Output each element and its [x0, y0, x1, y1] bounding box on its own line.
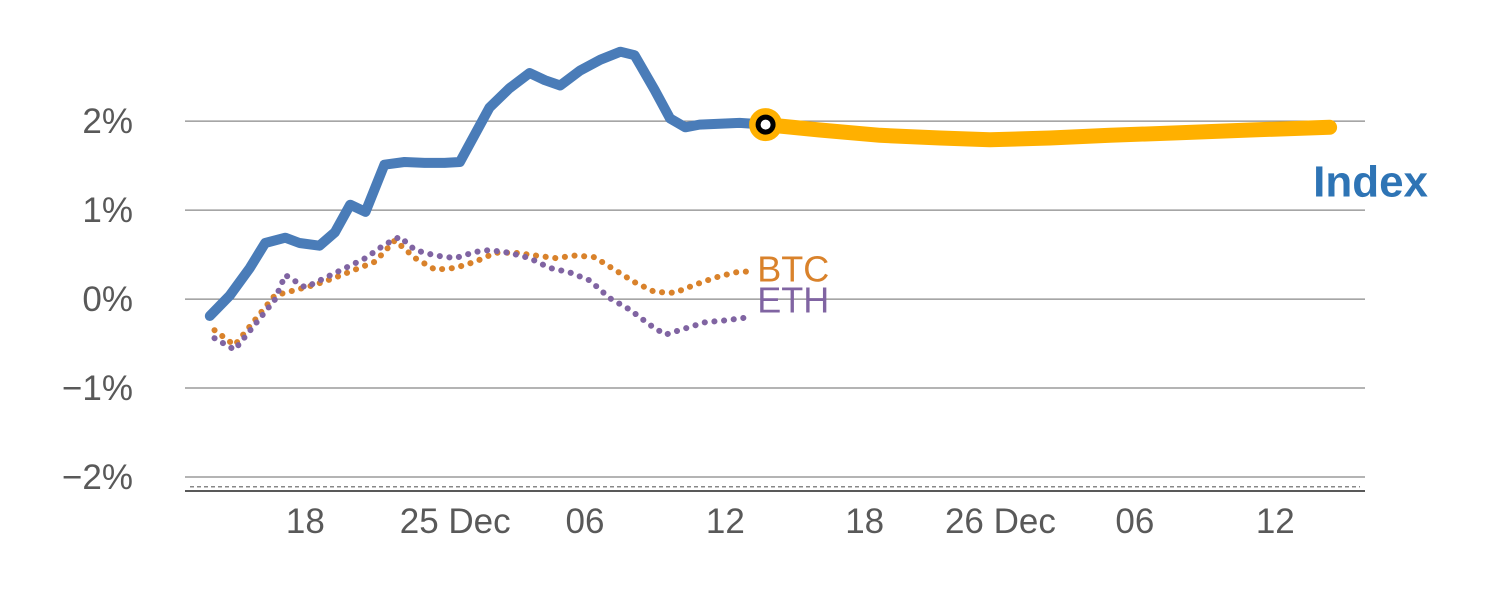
y-tick-label: 2% — [82, 102, 133, 141]
x-tick-label: 12 — [706, 502, 745, 541]
x-tick-label: 18 — [286, 502, 325, 541]
y-tick-label: −2% — [62, 458, 133, 497]
series-label-btc: BTC — [757, 248, 829, 289]
x-tick-label: 06 — [566, 502, 605, 541]
series-line-index-history — [204, 46, 771, 321]
y-tick-label: 1% — [82, 191, 133, 230]
series-label-index: Index — [1313, 158, 1428, 207]
series-line-btc — [211, 237, 751, 349]
x-tick-label: 26 Dec — [945, 502, 1056, 541]
forecast-start-marker — [755, 114, 776, 135]
series-label-eth: ETH — [757, 279, 829, 320]
forecast-start-marker-ring — [749, 108, 783, 142]
x-tick-label: 18 — [845, 502, 884, 541]
y-tick-label: −1% — [62, 369, 133, 408]
series-line-eth — [211, 233, 749, 353]
x-tick-label: 12 — [1256, 502, 1295, 541]
series-line-index-forecast — [758, 117, 1338, 148]
x-tick-label: 25 Dec — [400, 502, 511, 541]
x-tick-label: 06 — [1115, 502, 1154, 541]
y-tick-label: 0% — [82, 280, 133, 319]
